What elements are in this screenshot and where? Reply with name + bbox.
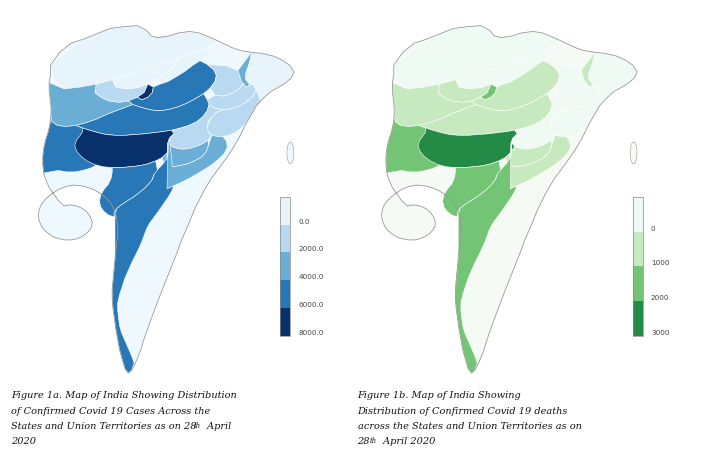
- Text: th: th: [370, 437, 377, 445]
- Polygon shape: [419, 94, 552, 135]
- Polygon shape: [95, 80, 148, 102]
- Polygon shape: [438, 80, 491, 102]
- Polygon shape: [501, 48, 551, 84]
- Ellipse shape: [287, 142, 294, 164]
- Polygon shape: [158, 48, 208, 84]
- Text: across the States and Union Territories as on: across the States and Union Territories …: [358, 422, 581, 431]
- Text: States and Union Territories as on 28: States and Union Territories as on 28: [11, 422, 196, 431]
- Polygon shape: [381, 25, 637, 373]
- Bar: [280, 280, 290, 308]
- Bar: [280, 252, 290, 280]
- Text: Distribution of Confirmed Covid 19 deaths: Distribution of Confirmed Covid 19 death…: [358, 407, 568, 415]
- Polygon shape: [393, 83, 476, 126]
- Polygon shape: [418, 128, 517, 168]
- Polygon shape: [137, 84, 153, 100]
- Polygon shape: [152, 134, 227, 190]
- Polygon shape: [506, 140, 551, 167]
- Polygon shape: [443, 161, 505, 217]
- Bar: [280, 197, 290, 336]
- Polygon shape: [112, 143, 174, 373]
- Polygon shape: [455, 143, 517, 373]
- Polygon shape: [75, 128, 174, 168]
- Polygon shape: [43, 116, 110, 173]
- Polygon shape: [128, 61, 217, 111]
- Polygon shape: [207, 64, 245, 96]
- Polygon shape: [386, 116, 453, 173]
- Text: 28: 28: [358, 437, 370, 446]
- Text: 3000: 3000: [651, 330, 669, 336]
- Polygon shape: [480, 84, 496, 100]
- Polygon shape: [246, 52, 294, 101]
- Text: Figure 1b. Map of India Showing: Figure 1b. Map of India Showing: [358, 391, 521, 400]
- Text: of Confirmed Covid 19 Cases Across the: of Confirmed Covid 19 Cases Across the: [11, 407, 210, 415]
- Polygon shape: [551, 64, 588, 96]
- Polygon shape: [114, 174, 157, 217]
- Text: Figure 1a. Map of India Showing Distribution: Figure 1a. Map of India Showing Distribu…: [11, 391, 237, 400]
- Polygon shape: [162, 140, 208, 167]
- Bar: [633, 301, 643, 336]
- Text: 0.0: 0.0: [299, 219, 310, 225]
- Text: th: th: [193, 422, 200, 430]
- Polygon shape: [394, 25, 560, 89]
- Polygon shape: [458, 174, 500, 217]
- Polygon shape: [51, 25, 217, 89]
- Polygon shape: [551, 83, 599, 110]
- Bar: [280, 197, 290, 225]
- Polygon shape: [495, 135, 571, 190]
- Polygon shape: [551, 90, 604, 137]
- Text: 8000.0: 8000.0: [299, 330, 324, 336]
- Text: 4000.0: 4000.0: [299, 274, 324, 280]
- Polygon shape: [38, 25, 294, 373]
- Polygon shape: [207, 83, 256, 110]
- Text: 2020: 2020: [11, 437, 36, 446]
- Polygon shape: [76, 94, 209, 135]
- Bar: [280, 308, 290, 336]
- Ellipse shape: [630, 142, 637, 164]
- Polygon shape: [112, 57, 181, 89]
- Polygon shape: [511, 105, 566, 149]
- Bar: [280, 225, 290, 252]
- Polygon shape: [49, 83, 133, 126]
- Polygon shape: [167, 105, 223, 149]
- Polygon shape: [207, 90, 261, 137]
- Polygon shape: [99, 161, 162, 217]
- Polygon shape: [581, 52, 622, 87]
- Polygon shape: [589, 52, 637, 101]
- Polygon shape: [455, 57, 524, 89]
- Text: 2000: 2000: [651, 295, 669, 301]
- Bar: [633, 197, 643, 232]
- Text: 6000.0: 6000.0: [299, 302, 324, 308]
- Text: 2000.0: 2000.0: [299, 246, 324, 252]
- Bar: [633, 266, 643, 301]
- Text: April: April: [204, 422, 231, 431]
- Polygon shape: [238, 52, 279, 87]
- Polygon shape: [471, 61, 560, 111]
- Bar: [633, 232, 643, 266]
- Text: 0: 0: [651, 225, 656, 232]
- Text: April 2020: April 2020: [380, 437, 435, 446]
- Text: 1000: 1000: [651, 260, 669, 266]
- Bar: [633, 197, 643, 336]
